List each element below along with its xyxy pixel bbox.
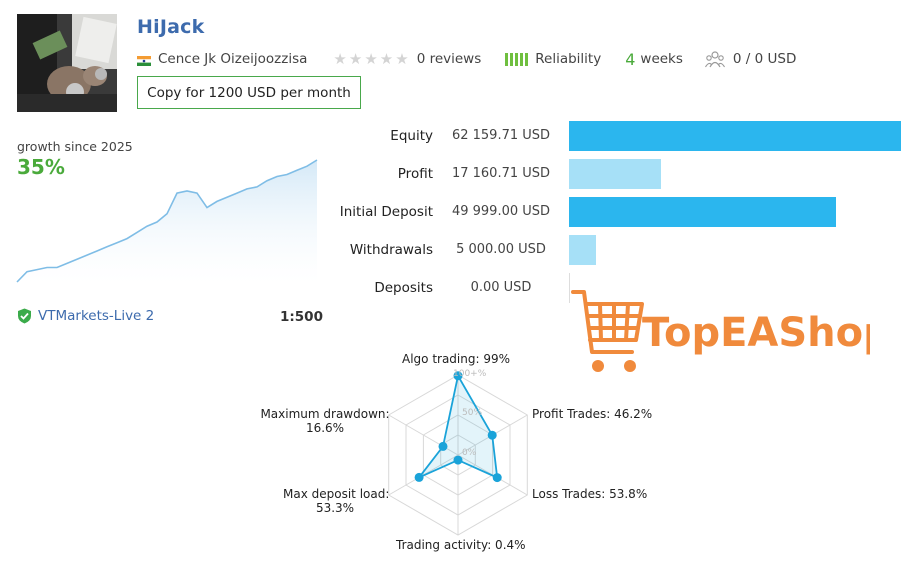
reliability-bars-icon bbox=[505, 52, 529, 66]
star-icon: ★ bbox=[379, 49, 394, 68]
author-avatar[interactable] bbox=[17, 14, 117, 112]
leverage-value: 1:500 bbox=[280, 309, 323, 325]
shopping-cart-icon bbox=[571, 290, 644, 372]
stat-bar-deposits bbox=[569, 273, 570, 303]
radar-scale-0: 0% bbox=[462, 448, 477, 458]
stat-label-profit: Profit bbox=[397, 166, 433, 182]
stat-bar-initial-deposit bbox=[569, 197, 836, 227]
stat-value-profit: 17 160.71 USD bbox=[451, 166, 551, 181]
verified-shield-icon bbox=[18, 308, 31, 324]
weeks-label: weeks bbox=[640, 51, 683, 67]
star-icon: ★ bbox=[333, 49, 347, 68]
radar-point bbox=[438, 441, 448, 451]
growth-value: 35% bbox=[17, 155, 65, 179]
india-flag-icon bbox=[137, 54, 151, 66]
radar-point bbox=[492, 473, 502, 483]
growth-line bbox=[16, 159, 318, 283]
subscribers-icon bbox=[704, 50, 725, 68]
radar-label-max-drawdown-value: 16.6% bbox=[305, 421, 345, 435]
system-title[interactable]: HiJack bbox=[137, 16, 205, 38]
radar-label-loss-trades: Loss Trades: 53.8% bbox=[532, 487, 648, 501]
radar-point bbox=[414, 472, 424, 482]
broker-name[interactable]: VTMarkets-Live 2 bbox=[38, 308, 155, 324]
radar-point bbox=[453, 371, 463, 381]
stat-value-equity: 62 159.71 USD bbox=[451, 128, 551, 143]
stat-bar-profit bbox=[569, 159, 661, 189]
radar-label-profit-trades: Profit Trades: 46.2% bbox=[532, 407, 653, 421]
avatar-image bbox=[17, 14, 117, 112]
radar-label-max-drawdown-title: Maximum drawdown: bbox=[260, 407, 390, 421]
stat-value-withdrawals: 5 000.00 USD bbox=[456, 242, 546, 257]
stat-value-deposits: 0.00 USD bbox=[470, 280, 532, 295]
topeashop-logo: TopEAShop bbox=[571, 290, 870, 372]
broker-row[interactable]: VTMarkets-Live 2 bbox=[17, 308, 154, 324]
stat-bar-equity bbox=[569, 121, 901, 151]
logo-text: TopEAShop bbox=[642, 310, 870, 356]
subscribers-value: 0 / 0 USD bbox=[732, 51, 797, 67]
stat-label-deposits: Deposits bbox=[374, 280, 433, 296]
radar-points bbox=[414, 371, 502, 483]
radar-chart bbox=[388, 371, 528, 536]
rating-stars: ★ ★ ★ ★ ★ bbox=[333, 49, 409, 68]
reliability-label: Reliability bbox=[535, 51, 602, 67]
radar-point bbox=[487, 430, 497, 440]
growth-chart[interactable] bbox=[15, 158, 319, 284]
weeks-count: 4 bbox=[625, 49, 636, 69]
radar-scale-100: 100+% bbox=[453, 369, 487, 379]
radar-label-algo-trading: Algo trading: 99% bbox=[402, 352, 511, 366]
radar-label-max-drawdown: Maximum drawdown: 16.6% bbox=[260, 407, 390, 435]
author-name[interactable]: Cence Jk Oizeijoozzisa bbox=[158, 51, 308, 67]
star-icon: ★ bbox=[348, 49, 363, 68]
stat-label-initial-deposit: Initial Deposit bbox=[339, 204, 433, 220]
star-icon: ★ bbox=[395, 49, 409, 68]
radar-scale-50: 50% bbox=[462, 408, 483, 418]
radar-label-max-deposit-load-value: 53.3% bbox=[315, 501, 355, 515]
author-row: Cence Jk Oizeijoozzisa ★ ★ ★ ★ ★ 0 revie… bbox=[137, 49, 796, 69]
stat-label-equity: Equity bbox=[390, 128, 433, 144]
radar-label-trading-activity: Trading activity: 0.4% bbox=[396, 538, 526, 552]
reviews-link[interactable]: 0 reviews bbox=[416, 51, 482, 67]
radar-point bbox=[453, 455, 463, 465]
stat-label-withdrawals: Withdrawals bbox=[349, 242, 433, 258]
growth-label: growth since 2025 bbox=[17, 139, 133, 154]
radar-label-max-deposit-load-title: Max deposit load: bbox=[283, 487, 390, 501]
star-icon: ★ bbox=[364, 49, 378, 68]
radar-label-max-deposit-load: Max deposit load: 53.3% bbox=[283, 487, 390, 515]
copy-subscribe-button[interactable]: Copy for 1200 USD per month bbox=[137, 76, 361, 109]
stat-bar-withdrawals bbox=[569, 235, 596, 265]
stat-value-initial-deposit: 49 999.00 USD bbox=[451, 204, 551, 219]
